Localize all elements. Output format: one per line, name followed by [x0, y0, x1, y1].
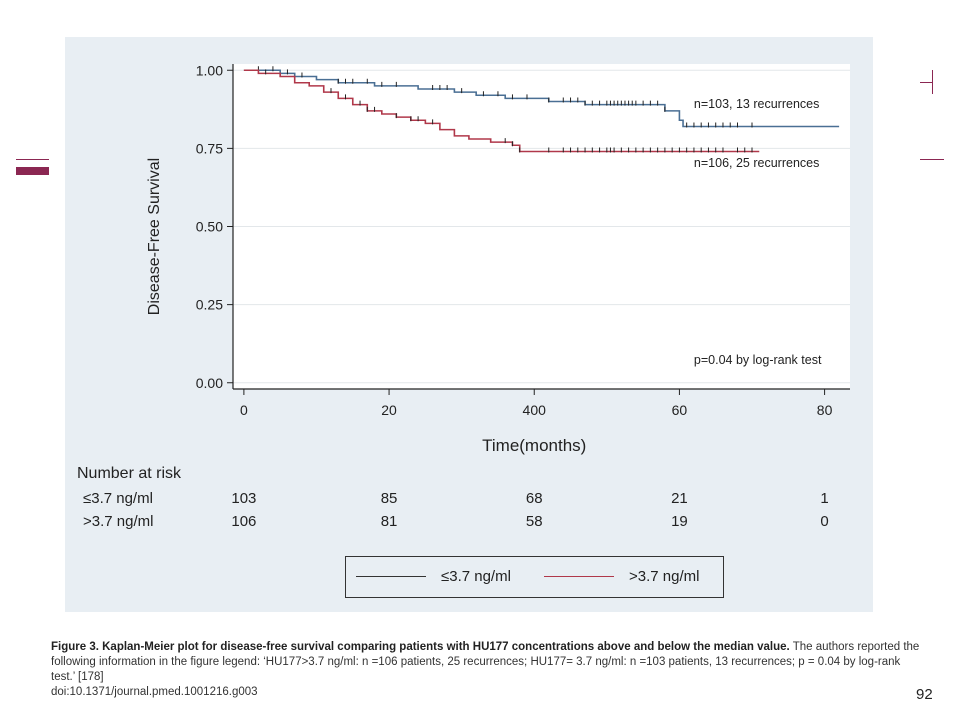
- x-tick-label: 80: [817, 402, 833, 418]
- risk-value: 58: [525, 513, 543, 530]
- y-tick-label: 0.75: [196, 140, 223, 156]
- annotation-text: p=0.04 by log-rank test: [694, 353, 822, 367]
- risk-value: 21: [671, 490, 688, 507]
- annotation-layer: n=103, 13 recurrences n=106, 25 recurrenc…: [694, 97, 822, 367]
- legend-label: ≤3.7 ng/ml: [441, 568, 511, 585]
- y-tick-label: 1.00: [196, 62, 223, 78]
- risk-row-low: ≤3.7 ng/ml 103 85 68 21 1: [77, 490, 857, 510]
- x-axis-label: Time(months): [482, 436, 586, 455]
- y-tick-label: 0.25: [196, 297, 223, 313]
- annotation-text: n=106, 25 recurrences: [694, 156, 819, 170]
- grid-layer: [233, 64, 850, 389]
- figure-panel: 0.00 0.25 0.50 0.75 1.00 0 20 400 60 80 n=103, 13…: [65, 37, 873, 612]
- risk-value: 19: [671, 513, 688, 530]
- x-tick-label: 0: [240, 402, 248, 418]
- legend: ≤3.7 ng/ml >3.7 ng/ml: [345, 556, 724, 598]
- legend-swatch-high: [544, 576, 614, 577]
- risk-table-title: Number at risk: [77, 465, 182, 482]
- legend-item-high: >3.7 ng/ml: [544, 568, 719, 586]
- axis-layer: 0.00 0.25 0.50 0.75 1.00 0 20 400 60 80: [196, 62, 850, 418]
- caption-lead: Figure 3. Kaplan-Meier plot for disease-…: [51, 641, 790, 653]
- risk-value: 81: [380, 513, 398, 530]
- risk-value: 85: [380, 490, 398, 507]
- risk-value: 106: [231, 513, 257, 530]
- risk-value: 1: [820, 490, 829, 507]
- legend-swatch-low: [356, 576, 426, 577]
- caption-body: The authors reported the following infor…: [51, 641, 920, 683]
- risk-row-high: >3.7 ng/ml 106 81 58 19 0: [77, 513, 857, 533]
- risk-row-label: ≤3.7 ng/ml: [83, 490, 153, 507]
- risk-value: 0: [820, 513, 829, 530]
- slide-accent-line-top: [920, 82, 932, 83]
- x-tick-label: 60: [672, 402, 688, 418]
- y-tick-label: 0.00: [196, 375, 223, 391]
- risk-value: 68: [525, 490, 543, 507]
- legend-item-low: ≤3.7 ng/ml: [356, 568, 526, 586]
- caption-doi: doi:10.1371/journal.pmed.1001216.g003: [51, 686, 258, 698]
- risk-value: 103: [231, 490, 257, 507]
- x-tick-label: 400: [523, 402, 547, 418]
- survival-curve-high: [243, 69, 760, 153]
- km-plot: 0.00 0.25 0.50 0.75 1.00 0 20 400 60 80 n=103, 13…: [146, 62, 850, 455]
- series-layer: [243, 66, 840, 153]
- risk-row-label: >3.7 ng/ml: [83, 513, 154, 530]
- slide-number: 92: [916, 686, 933, 703]
- annotation-text: n=103, 13 recurrences: [694, 97, 819, 111]
- figure-caption: Figure 3. Kaplan-Meier plot for disease-…: [51, 640, 921, 700]
- slide-accent-tick: [932, 70, 933, 94]
- y-tick-label: 0.50: [196, 219, 223, 235]
- x-tick-label: 20: [381, 402, 397, 418]
- legend-label: >3.7 ng/ml: [629, 568, 700, 585]
- slide-accent-line-right: [920, 159, 944, 160]
- y-axis-label: Disease-Free Survival: [146, 158, 163, 315]
- slide-accent-bar-thick: [16, 167, 49, 175]
- slide-accent-line-left: [16, 159, 49, 160]
